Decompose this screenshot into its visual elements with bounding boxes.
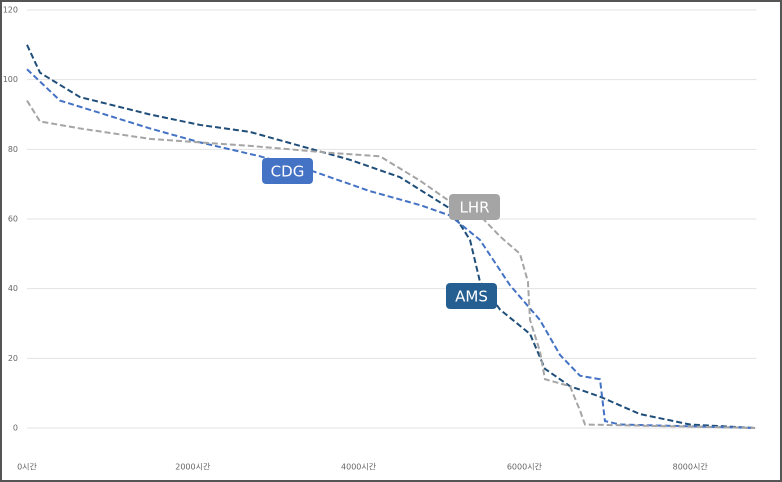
y-tick-label: 20 [8, 354, 18, 363]
y-tick-label: 80 [8, 145, 18, 154]
y-tick-label: 120 [3, 6, 18, 15]
series-line [26, 44, 756, 429]
series-line [26, 68, 756, 429]
series-label-box [446, 283, 497, 309]
y-tick-label: 0 [13, 424, 18, 433]
x-tick-label: 0시간 [17, 462, 37, 472]
x-tick-label: 6000시간 [507, 462, 543, 472]
series-label-box [449, 194, 500, 220]
x-tick-label: 8000시간 [673, 462, 709, 472]
y-tick-label: 60 [8, 215, 18, 224]
series-label-box [262, 158, 313, 184]
y-tick-label: 100 [3, 75, 18, 84]
y-tick-label: 40 [8, 284, 18, 293]
series-label: LHR [449, 194, 500, 220]
x-tick-label: 4000시간 [341, 462, 377, 472]
series-label-text: CDG [271, 163, 305, 181]
x-tick-label: 2000시간 [175, 462, 211, 472]
series-line [26, 100, 756, 429]
series-label-text: LHR [459, 199, 489, 217]
series-label: CDG [262, 158, 313, 184]
series-label-text: AMS [455, 288, 488, 306]
series-label: AMS [446, 283, 497, 309]
